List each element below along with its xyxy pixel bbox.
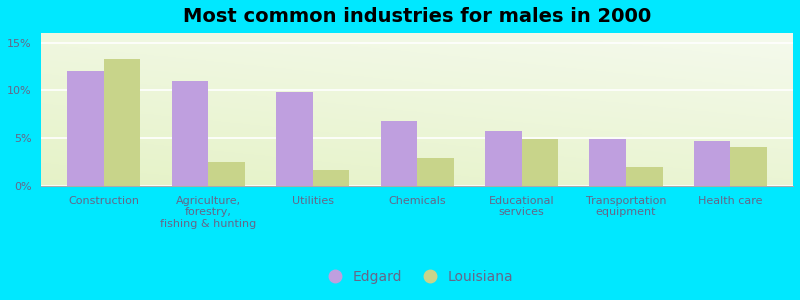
Bar — [67, 71, 104, 186]
Bar — [730, 147, 767, 186]
Bar — [172, 81, 208, 186]
Bar — [694, 141, 730, 186]
Bar — [417, 158, 454, 186]
Bar — [522, 139, 558, 186]
Bar — [626, 167, 662, 186]
Bar — [381, 121, 417, 186]
Bar — [276, 92, 313, 186]
Bar — [485, 130, 522, 186]
Bar — [208, 162, 245, 186]
Bar — [104, 59, 141, 186]
Legend: Edgard, Louisiana: Edgard, Louisiana — [315, 264, 519, 289]
Title: Most common industries for males in 2000: Most common industries for males in 2000 — [183, 7, 651, 26]
Bar — [590, 139, 626, 186]
Bar — [313, 170, 350, 186]
